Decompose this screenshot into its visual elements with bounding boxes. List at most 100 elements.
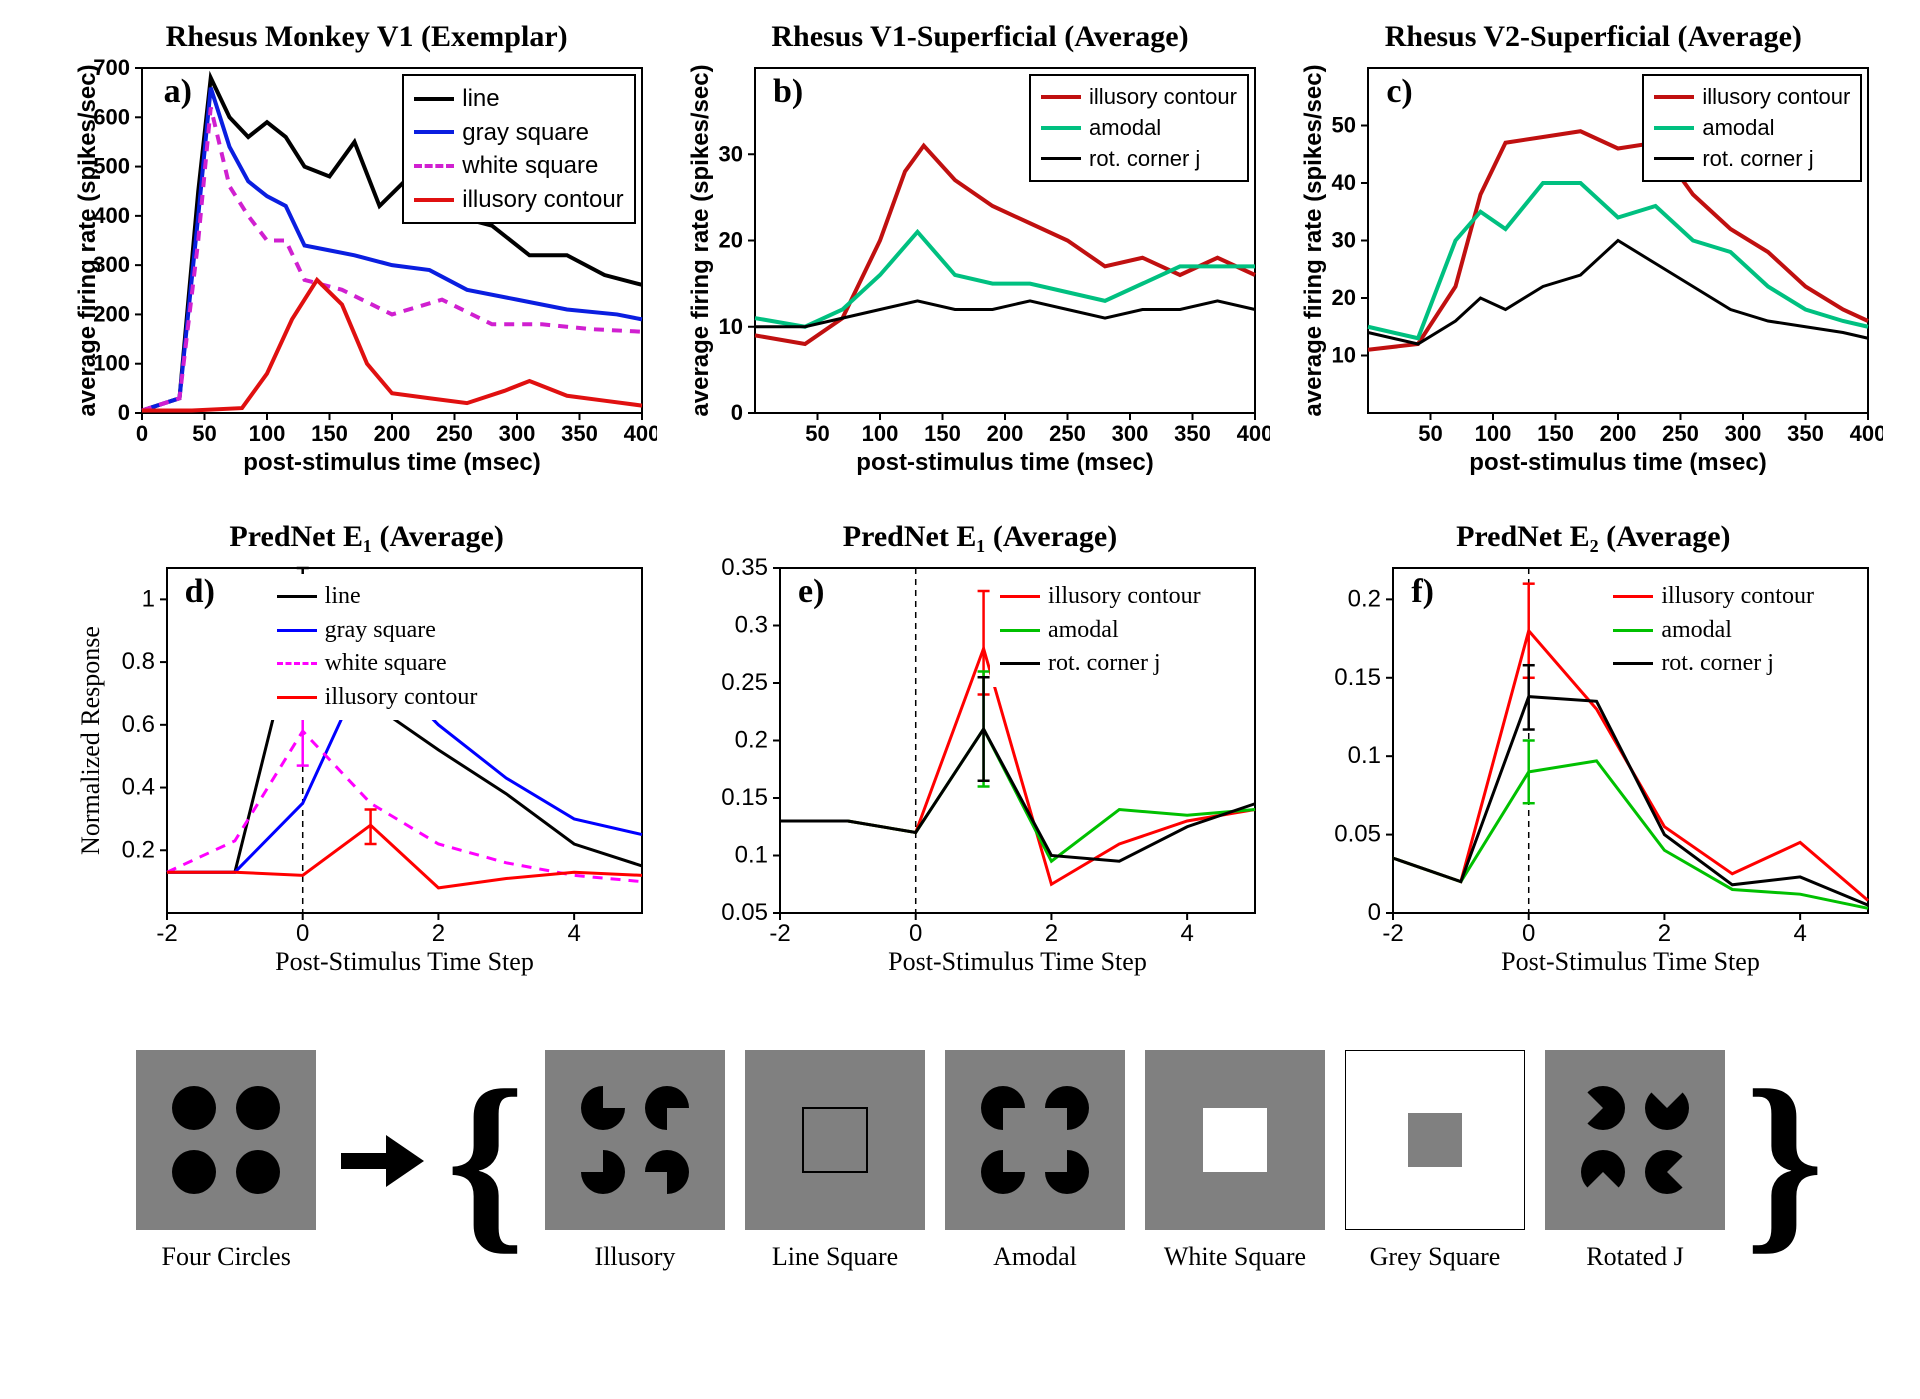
panel-letter: e): [798, 573, 824, 611]
panel-a: Rhesus Monkey V1 (Exemplar) 050100150200…: [77, 20, 657, 490]
legend-item: line: [414, 82, 623, 116]
stimulus-four_circles: Four Circles: [136, 1050, 316, 1272]
stimulus-icon: [136, 1050, 316, 1230]
svg-text:0.05: 0.05: [1335, 821, 1382, 848]
legend: illusory contouramodalrot. corner j: [1603, 574, 1824, 687]
svg-text:0: 0: [1522, 920, 1535, 947]
legend-label: amodal: [1661, 614, 1732, 648]
svg-text:400: 400: [623, 421, 656, 446]
stimulus-label: Illusory: [595, 1242, 676, 1272]
svg-text:40: 40: [1332, 170, 1356, 195]
svg-text:Normalized Response: Normalized Response: [77, 626, 105, 855]
legend-swatch: [414, 130, 454, 134]
svg-text:50: 50: [805, 421, 829, 446]
svg-text:0.4: 0.4: [121, 774, 154, 801]
panel-letter: f): [1411, 573, 1434, 611]
legend-label: illusory contour: [325, 681, 478, 715]
svg-text:0: 0: [136, 421, 148, 446]
panel-b-plot: 501001502002503003504000102030post-stimu…: [690, 58, 1270, 478]
legend-label: rot. corner j: [1048, 647, 1161, 681]
svg-text:0: 0: [117, 400, 129, 425]
svg-text:0.3: 0.3: [735, 612, 768, 639]
legend-swatch: [1613, 629, 1653, 632]
svg-text:50: 50: [192, 421, 216, 446]
series-rot_corner_j: [1368, 241, 1868, 345]
legend-item: white square: [414, 149, 623, 183]
stimulus-icon: [545, 1050, 725, 1230]
legend-swatch: [1613, 662, 1653, 665]
panel-d-plot: -20240.20.40.60.81Post-Stimulus Time Ste…: [77, 558, 657, 978]
stimulus-white_square: White Square: [1145, 1050, 1325, 1272]
legend: illusory contouramodalrot. corner j: [1029, 74, 1249, 182]
svg-text:50: 50: [1332, 113, 1356, 138]
svg-text:400: 400: [1237, 421, 1270, 446]
stimulus-rotated_j: Rotated J: [1545, 1050, 1725, 1272]
svg-text:350: 350: [1174, 421, 1211, 446]
legend-item: white square: [277, 647, 478, 681]
legend-item: rot. corner j: [1613, 647, 1814, 681]
legend-label: amodal: [1089, 113, 1161, 144]
panel-d-title: PredNet E₁ (Average): [77, 520, 657, 554]
svg-text:150: 150: [924, 421, 961, 446]
svg-text:0.25: 0.25: [721, 669, 768, 696]
svg-text:Post-Stimulus Time Step: Post-Stimulus Time Step: [275, 947, 534, 976]
legend-label: gray square: [462, 116, 589, 150]
legend-item: illusory contour: [1654, 82, 1850, 113]
svg-text:250: 250: [1662, 421, 1699, 446]
svg-text:300: 300: [498, 421, 535, 446]
panel-f-title: PredNet E₂ (Average): [1303, 520, 1883, 554]
series-rot_corner_j: [780, 729, 1255, 861]
svg-text:0.2: 0.2: [121, 836, 154, 863]
stimulus-label: Four Circles: [162, 1242, 291, 1272]
panel-b: Rhesus V1-Superficial (Average) 50100150…: [690, 20, 1270, 490]
stimulus-box: [945, 1050, 1125, 1230]
svg-text:10: 10: [1332, 343, 1356, 368]
svg-text:-2: -2: [156, 920, 177, 947]
legend-label: rot. corner j: [1661, 647, 1774, 681]
panel-c: Rhesus V2-Superficial (Average) 50100150…: [1303, 20, 1883, 490]
svg-text:average firing rate (spikes/se: average firing rate (spikes/sec): [77, 64, 101, 416]
stimulus-box: [1545, 1050, 1725, 1230]
legend-item: amodal: [1041, 113, 1237, 144]
svg-text:4: 4: [1794, 920, 1807, 947]
svg-text:0.05: 0.05: [721, 899, 768, 926]
legend-item: gray square: [277, 614, 478, 648]
svg-text:0.35: 0.35: [721, 558, 768, 581]
stimulus-box: [1345, 1050, 1525, 1230]
panel-letter: c): [1386, 73, 1412, 111]
legend-swatch: [1000, 629, 1040, 632]
svg-text:100: 100: [248, 421, 285, 446]
stimulus-illusory: Illusory: [545, 1050, 725, 1272]
panel-a-plot: 0501001502002503003504000100200300400500…: [77, 58, 657, 478]
svg-text:0.2: 0.2: [735, 727, 768, 754]
stimulus-icon: [1345, 1050, 1525, 1230]
svg-text:2: 2: [1658, 920, 1671, 947]
stimulus-box: [545, 1050, 725, 1230]
svg-text:350: 350: [1787, 421, 1824, 446]
legend-item: amodal: [1000, 614, 1201, 648]
stimulus-label: Amodal: [993, 1242, 1077, 1272]
svg-text:200: 200: [987, 421, 1024, 446]
svg-text:Post-Stimulus Time Step: Post-Stimulus Time Step: [1501, 947, 1760, 976]
top-row: Rhesus Monkey V1 (Exemplar) 050100150200…: [20, 20, 1920, 490]
svg-text:200: 200: [1600, 421, 1637, 446]
legend-label: white square: [325, 647, 447, 681]
svg-text:average firing rate (spikes/se: average firing rate (spikes/sec): [690, 64, 714, 416]
stimulus-box: [745, 1050, 925, 1230]
stimulus-label: White Square: [1164, 1242, 1306, 1272]
legend-swatch: [414, 97, 454, 101]
legend: linegray squarewhite squareillusory cont…: [267, 574, 488, 720]
legend-swatch: [1654, 95, 1694, 99]
svg-text:post-stimulus time (msec): post-stimulus time (msec): [856, 449, 1153, 476]
legend-label: white square: [462, 149, 598, 183]
legend-item: illusory contour: [1613, 580, 1814, 614]
legend-swatch: [414, 164, 454, 168]
svg-text:2: 2: [1045, 920, 1058, 947]
legend-label: rot. corner j: [1089, 144, 1200, 175]
legend-label: illusory contour: [1048, 580, 1201, 614]
svg-text:0: 0: [909, 920, 922, 947]
panel-c-title: Rhesus V2-Superficial (Average): [1303, 20, 1883, 54]
svg-text:150: 150: [1537, 421, 1574, 446]
legend-swatch: [1654, 157, 1694, 160]
legend-item: rot. corner j: [1041, 144, 1237, 175]
